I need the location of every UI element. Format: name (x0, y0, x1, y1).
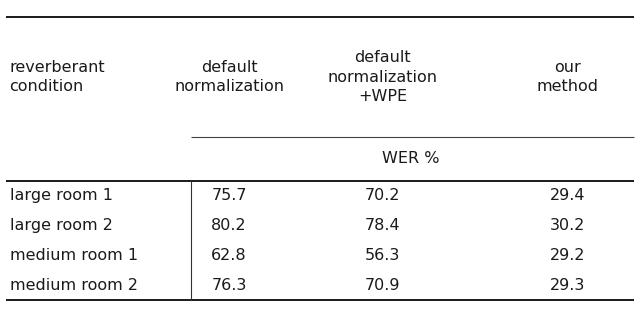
Text: large room 1: large room 1 (10, 188, 113, 204)
Text: reverberant
condition: reverberant condition (10, 60, 105, 94)
Text: medium room 2: medium room 2 (10, 278, 138, 293)
Text: 70.9: 70.9 (365, 278, 401, 293)
Text: default
normalization: default normalization (174, 60, 284, 94)
Text: 70.2: 70.2 (365, 188, 401, 204)
Text: 62.8: 62.8 (211, 248, 247, 263)
Text: our
method: our method (537, 60, 599, 94)
Text: large room 2: large room 2 (10, 218, 113, 233)
Text: default
normalization
+WPE: default normalization +WPE (328, 50, 438, 104)
Text: 30.2: 30.2 (550, 218, 586, 233)
Text: 78.4: 78.4 (365, 218, 401, 233)
Text: 56.3: 56.3 (365, 248, 401, 263)
Text: 29.3: 29.3 (550, 278, 586, 293)
Text: medium room 1: medium room 1 (10, 248, 138, 263)
Text: 75.7: 75.7 (211, 188, 247, 204)
Text: WER %: WER % (382, 152, 440, 166)
Text: 80.2: 80.2 (211, 218, 247, 233)
Text: 29.2: 29.2 (550, 248, 586, 263)
Text: 76.3: 76.3 (211, 278, 247, 293)
Text: 29.4: 29.4 (550, 188, 586, 204)
